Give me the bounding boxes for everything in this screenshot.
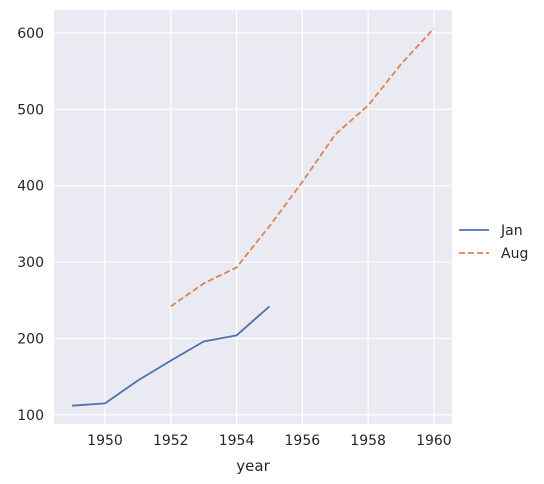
y-tick-label: 600 (17, 26, 44, 42)
y-tick-label: 300 (17, 255, 44, 271)
y-tick-label: 400 (17, 179, 44, 195)
x-tick-label: 1954 (219, 433, 255, 449)
x-tick-label: 1958 (350, 433, 386, 449)
y-tick-label: 100 (17, 408, 44, 424)
x-tick-label: 1960 (416, 433, 452, 449)
x-tick-label: 1952 (153, 433, 189, 449)
x-tick-label: 1956 (285, 433, 321, 449)
series-line-aug (170, 27, 435, 308)
y-axis-ticks: 100 200 300 400 500 600 (17, 26, 44, 424)
series-lines (72, 27, 435, 407)
y-tick-label: 200 (17, 331, 44, 347)
y-tick-label: 500 (17, 102, 44, 118)
grid-lines (54, 10, 452, 424)
x-axis-ticks: 1950 1952 1954 1956 1958 1960 (87, 433, 452, 449)
x-tick-label: 1950 (87, 433, 123, 449)
plot-area (54, 10, 452, 424)
legend: Jan Aug (459, 223, 528, 262)
legend-label-jan: Jan (500, 223, 523, 239)
x-axis-label: year (236, 457, 270, 475)
series-line-jan (72, 305, 271, 407)
legend-label-aug: Aug (501, 246, 528, 262)
